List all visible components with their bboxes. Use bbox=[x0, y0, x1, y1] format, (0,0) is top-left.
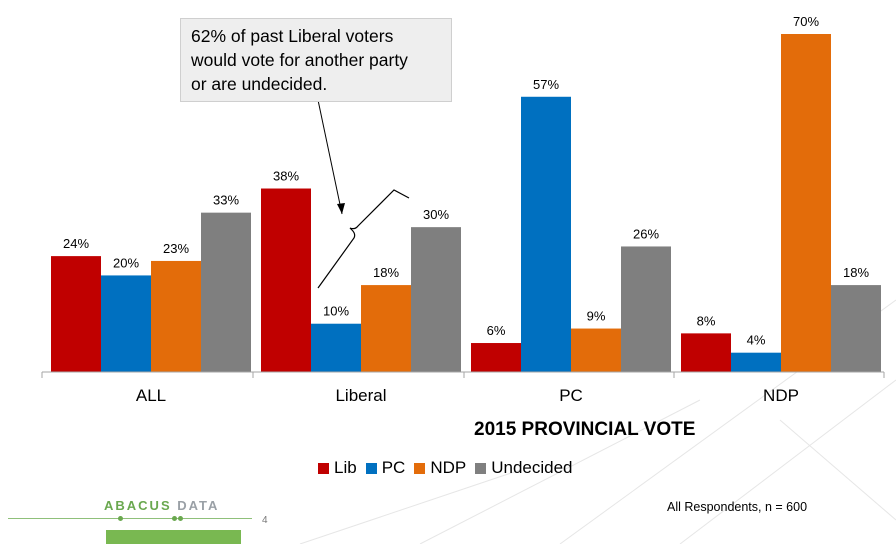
bar-ndp-undecided bbox=[831, 285, 881, 372]
legend-label-lib: Lib bbox=[334, 458, 357, 477]
legend-item-ndp: NDP bbox=[414, 458, 466, 478]
legend-swatch-undecided bbox=[475, 462, 487, 474]
logo-text-abacus: ABACUS bbox=[104, 498, 172, 513]
legend-swatch-lib bbox=[318, 462, 329, 474]
liberal-bracket bbox=[317, 189, 410, 289]
data-label-all-lib: 24% bbox=[63, 236, 89, 251]
logo-line bbox=[8, 518, 252, 519]
callout-line-3: or are undecided. bbox=[191, 74, 328, 94]
data-label-pc-ndp: 9% bbox=[587, 309, 606, 324]
data-label-ndp-lib: 8% bbox=[697, 313, 716, 328]
logo-text-data: DATA bbox=[177, 498, 220, 513]
data-label-liberal-undecided: 30% bbox=[423, 207, 449, 222]
data-label-liberal-lib: 38% bbox=[273, 169, 299, 184]
page-number: 4 bbox=[262, 515, 268, 526]
data-label-all-ndp: 23% bbox=[163, 241, 189, 256]
callout-box: 62% of past Liberal voters would vote fo… bbox=[180, 18, 452, 102]
bar-all-lib bbox=[51, 256, 101, 372]
bar-pc-lib bbox=[471, 343, 521, 372]
bar-pc-undecided bbox=[621, 246, 671, 372]
data-label-all-undecided: 33% bbox=[213, 193, 239, 208]
bar-liberal-undecided bbox=[411, 227, 461, 372]
legend-label-pc: PC bbox=[381, 458, 406, 477]
category-label-liberal: Liberal bbox=[335, 386, 386, 405]
bar-liberal-pc bbox=[311, 323, 361, 372]
bar-liberal-lib bbox=[261, 188, 311, 372]
logo-dot bbox=[172, 516, 177, 521]
data-label-all-pc: 20% bbox=[113, 255, 139, 270]
bar-all-ndp bbox=[151, 260, 201, 372]
logo-text: ABACUS DATA bbox=[104, 498, 219, 513]
category-label-all: ALL bbox=[136, 386, 166, 405]
logo-green-block bbox=[106, 530, 241, 544]
bar-liberal-ndp bbox=[361, 285, 411, 372]
legend: Lib PC NDP Undecided bbox=[318, 458, 582, 478]
legend-swatch-pc bbox=[365, 462, 377, 474]
legend-label-undecided: Undecided bbox=[491, 458, 573, 477]
callout-line-2: would vote for another party bbox=[191, 50, 408, 70]
legend-swatch-ndp bbox=[414, 462, 426, 474]
callout-line-1: 62% of past Liberal voters bbox=[191, 26, 394, 46]
logo-dot bbox=[178, 516, 183, 521]
legend-item-lib: Lib bbox=[318, 458, 357, 478]
bar-ndp-lib bbox=[681, 333, 731, 372]
category-label-ndp: NDP bbox=[763, 386, 799, 405]
legend-label-ndp: NDP bbox=[430, 458, 467, 477]
x-axis-title: 2015 PROVINCIAL VOTE bbox=[474, 419, 696, 440]
data-label-pc-pc: 57% bbox=[533, 77, 559, 92]
data-label-ndp-pc: 4% bbox=[747, 333, 766, 348]
legend-item-pc: PC bbox=[365, 458, 406, 478]
bar-all-undecided bbox=[201, 212, 251, 372]
bar-all-pc bbox=[101, 275, 151, 372]
bar-ndp-pc bbox=[731, 352, 781, 372]
data-label-liberal-ndp: 18% bbox=[373, 265, 399, 280]
logo-dot bbox=[118, 516, 123, 521]
data-label-ndp-undecided: 18% bbox=[843, 265, 869, 280]
data-label-pc-undecided: 26% bbox=[633, 226, 659, 241]
footnote: All Respondents, n = 600 bbox=[667, 500, 808, 514]
category-label-pc: PC bbox=[559, 386, 583, 405]
bar-ndp-ndp bbox=[781, 34, 831, 372]
legend-item-undecided: Undecided bbox=[475, 458, 573, 478]
bar-pc-pc bbox=[521, 96, 571, 373]
bar-pc-ndp bbox=[571, 328, 621, 372]
callout-pointer bbox=[317, 99, 345, 215]
data-label-liberal-pc: 10% bbox=[323, 304, 349, 319]
data-label-pc-lib: 6% bbox=[487, 323, 506, 338]
abacus-data-logo: ABACUS DATA bbox=[8, 496, 258, 544]
data-label-ndp-ndp: 70% bbox=[793, 14, 819, 29]
